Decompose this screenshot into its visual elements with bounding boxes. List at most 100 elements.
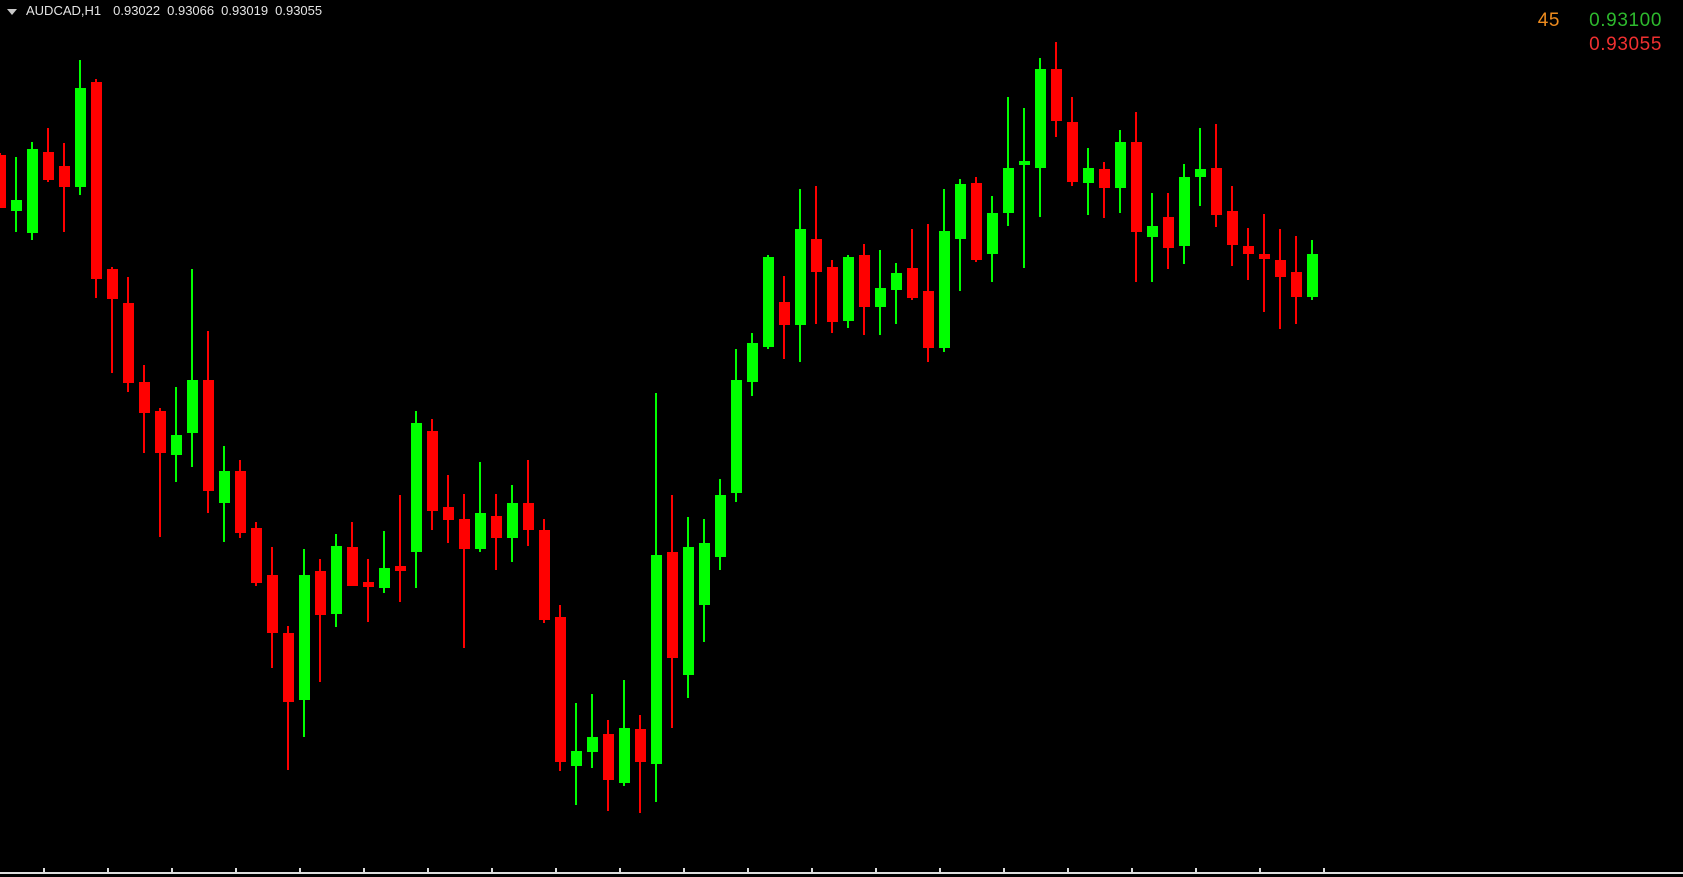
bid-price: 0.93055 [1589,34,1662,55]
candle-wick [1103,162,1105,218]
bull-candle-body [11,199,22,212]
ask-price: 0.93100 [1589,10,1662,31]
bear-candle-body [667,552,678,658]
bull-candle-body [331,545,342,614]
bull-candle-body [1115,141,1126,189]
time-axis-tick [1259,868,1261,872]
bull-candle-body [171,434,182,456]
bull-candle-body [731,380,742,493]
bear-candle-body [1163,216,1174,248]
bear-candle-body [635,728,646,763]
bear-candle-body [923,291,934,349]
candle-wick [1007,96,1009,226]
bear-candle-body [283,633,294,702]
candle-wick [111,266,113,373]
candle-wick [191,269,193,467]
bull-candle-body [875,287,886,307]
bear-candle-body [1243,246,1254,254]
bear-candle-body [779,301,790,325]
bear-candle-body [971,183,982,261]
time-axis-tick [1067,868,1069,872]
time-axis-tick [939,868,941,872]
bull-candle-body [651,554,662,764]
bull-candle-body [299,575,310,701]
time-axis-tick [1131,868,1133,872]
bull-candle-body [187,380,198,434]
bear-candle-body [859,255,870,307]
candle-wick [1279,229,1281,329]
bull-candle-body [683,546,694,675]
candle-wick [463,494,465,648]
time-axis-tick [875,868,877,872]
bear-candle-body [603,734,614,781]
bull-candle-body [587,736,598,753]
bull-candle-body [955,184,966,239]
candle-wick [911,229,913,301]
time-axis-tick [1323,868,1325,872]
quote-panel-spacer [1538,33,1560,56]
candle-wick [159,407,161,537]
time-axis-tick [43,868,45,872]
bear-candle-body [155,411,166,453]
bear-candle-body [491,515,502,538]
bear-candle-body [1259,254,1270,260]
candle-wick [895,263,897,324]
bear-candle-body [203,380,214,492]
bull-candle-body [747,343,758,382]
candle-wick [175,386,177,483]
bull-candle-body [475,513,486,550]
candle-wick [1151,193,1153,283]
close-value: 0.93055 [275,3,323,18]
bear-candle-body [1067,122,1078,182]
bear-candle-body [443,506,454,520]
bear-candle-body [811,238,822,273]
bear-candle-body [347,546,358,586]
time-axis-tick [811,868,813,872]
bear-candle-body [1051,69,1062,122]
bull-candle-body [379,567,390,589]
candle-wick [319,558,321,683]
bear-candle-body [555,616,566,763]
bull-candle-body [1195,168,1206,177]
bull-candle-body [1179,176,1190,247]
symbol-period-label: AUDCAD,H1 [26,3,102,18]
time-axis-tick [171,868,173,872]
high-value: 0.93066 [167,3,215,18]
open-value: 0.93022 [113,3,161,18]
bear-candle-body [907,268,918,298]
time-axis-tick [107,868,109,872]
bull-candle-body [27,149,38,234]
candle-wick [1247,228,1249,280]
time-axis-tick [363,868,365,872]
bear-candle-body [523,503,534,531]
bear-candle-body [539,530,550,621]
bull-candle-body [75,87,86,187]
bull-candle-body [763,256,774,347]
chart-title-overlay: AUDCAD,H1 0.93022 0.93066 0.93019 0.9305… [5,3,329,18]
candle-wick [383,531,385,594]
candle-wick [591,694,593,768]
bull-candle-body [507,503,518,538]
bull-candle-body [987,212,998,254]
bear-candle-body [315,571,326,616]
candle-wick [639,714,641,813]
chevron-down-icon[interactable] [7,8,17,15]
bull-candle-body [1019,161,1030,165]
time-axis-tick [683,868,685,872]
candle-wick [15,157,17,233]
bear-candle-body [235,470,246,533]
bull-candle-body [619,727,630,784]
bull-candle-body [1035,69,1046,168]
bear-candle-body [427,430,438,511]
bull-candle-body [1147,225,1158,238]
candle-wick [367,558,369,622]
candle-wick [527,460,529,546]
bear-candle-body [43,152,54,181]
time-axis-tick [427,868,429,872]
time-axis-line [0,872,1683,874]
bull-candle-body [699,543,710,605]
bear-candle-body [1131,141,1142,233]
candle-wick [399,495,401,603]
quote-panel: 45 0.93100 0.93055 [1538,9,1662,56]
